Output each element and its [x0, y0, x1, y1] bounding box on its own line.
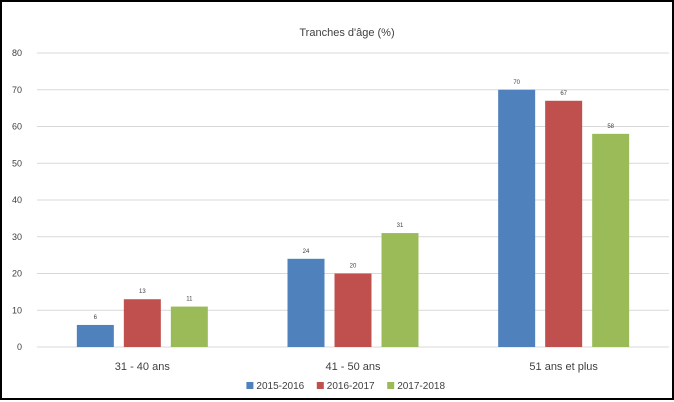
y-tick-label: 20	[12, 269, 22, 279]
data-labels: 6 13 11 24 20 31 70 67 58	[94, 80, 615, 321]
bar-2016-2017-3	[545, 100, 583, 348]
bar-2017-2018-3	[592, 133, 630, 347]
bar-2016-2017-2	[334, 273, 372, 347]
y-tick-label: 60	[12, 122, 22, 132]
legend-swatch	[387, 382, 395, 389]
data-label: 70	[513, 80, 520, 86]
bar-2015-2016-2	[287, 258, 325, 347]
x-tick-label: 41 - 50 ans	[325, 361, 381, 373]
y-tick-label: 0	[17, 342, 22, 352]
data-label: 67	[560, 91, 567, 97]
legend-label: 2016-2017	[327, 381, 375, 392]
y-tick-label: 50	[12, 158, 22, 168]
x-tick-label: 31 - 40 ans	[115, 361, 171, 373]
data-label: 58	[607, 124, 614, 130]
gridlines	[37, 52, 669, 311]
bar-2015-2016-1	[76, 324, 114, 347]
bar-2017-2018-2	[381, 233, 419, 347]
legend-label: 2017-2018	[397, 381, 445, 392]
legend-swatch	[246, 382, 254, 389]
legend-label: 2015-2016	[256, 381, 304, 392]
bars	[76, 89, 630, 348]
data-label: 31	[397, 223, 404, 229]
legend-swatch	[316, 382, 324, 389]
data-label: 11	[186, 297, 193, 303]
y-tick-label: 70	[12, 85, 22, 95]
data-label: 24	[303, 249, 310, 255]
bar-2016-2017-1	[123, 299, 161, 347]
y-tick-label: 10	[12, 305, 22, 315]
chart-title: Tranches d'âge (%)	[299, 27, 394, 39]
legend: 2015-2016 2016-2017 2017-2018	[246, 381, 445, 392]
bar-2015-2016-3	[498, 89, 536, 347]
y-tick-label: 30	[12, 232, 22, 242]
data-label: 20	[350, 264, 357, 270]
data-label: 6	[94, 315, 98, 321]
bar-2017-2018-1	[170, 306, 208, 347]
x-tick-label: 51 ans et plus	[529, 361, 598, 373]
y-tick-label: 80	[12, 48, 22, 58]
data-label: 13	[139, 289, 146, 295]
y-tick-label: 40	[12, 195, 22, 205]
